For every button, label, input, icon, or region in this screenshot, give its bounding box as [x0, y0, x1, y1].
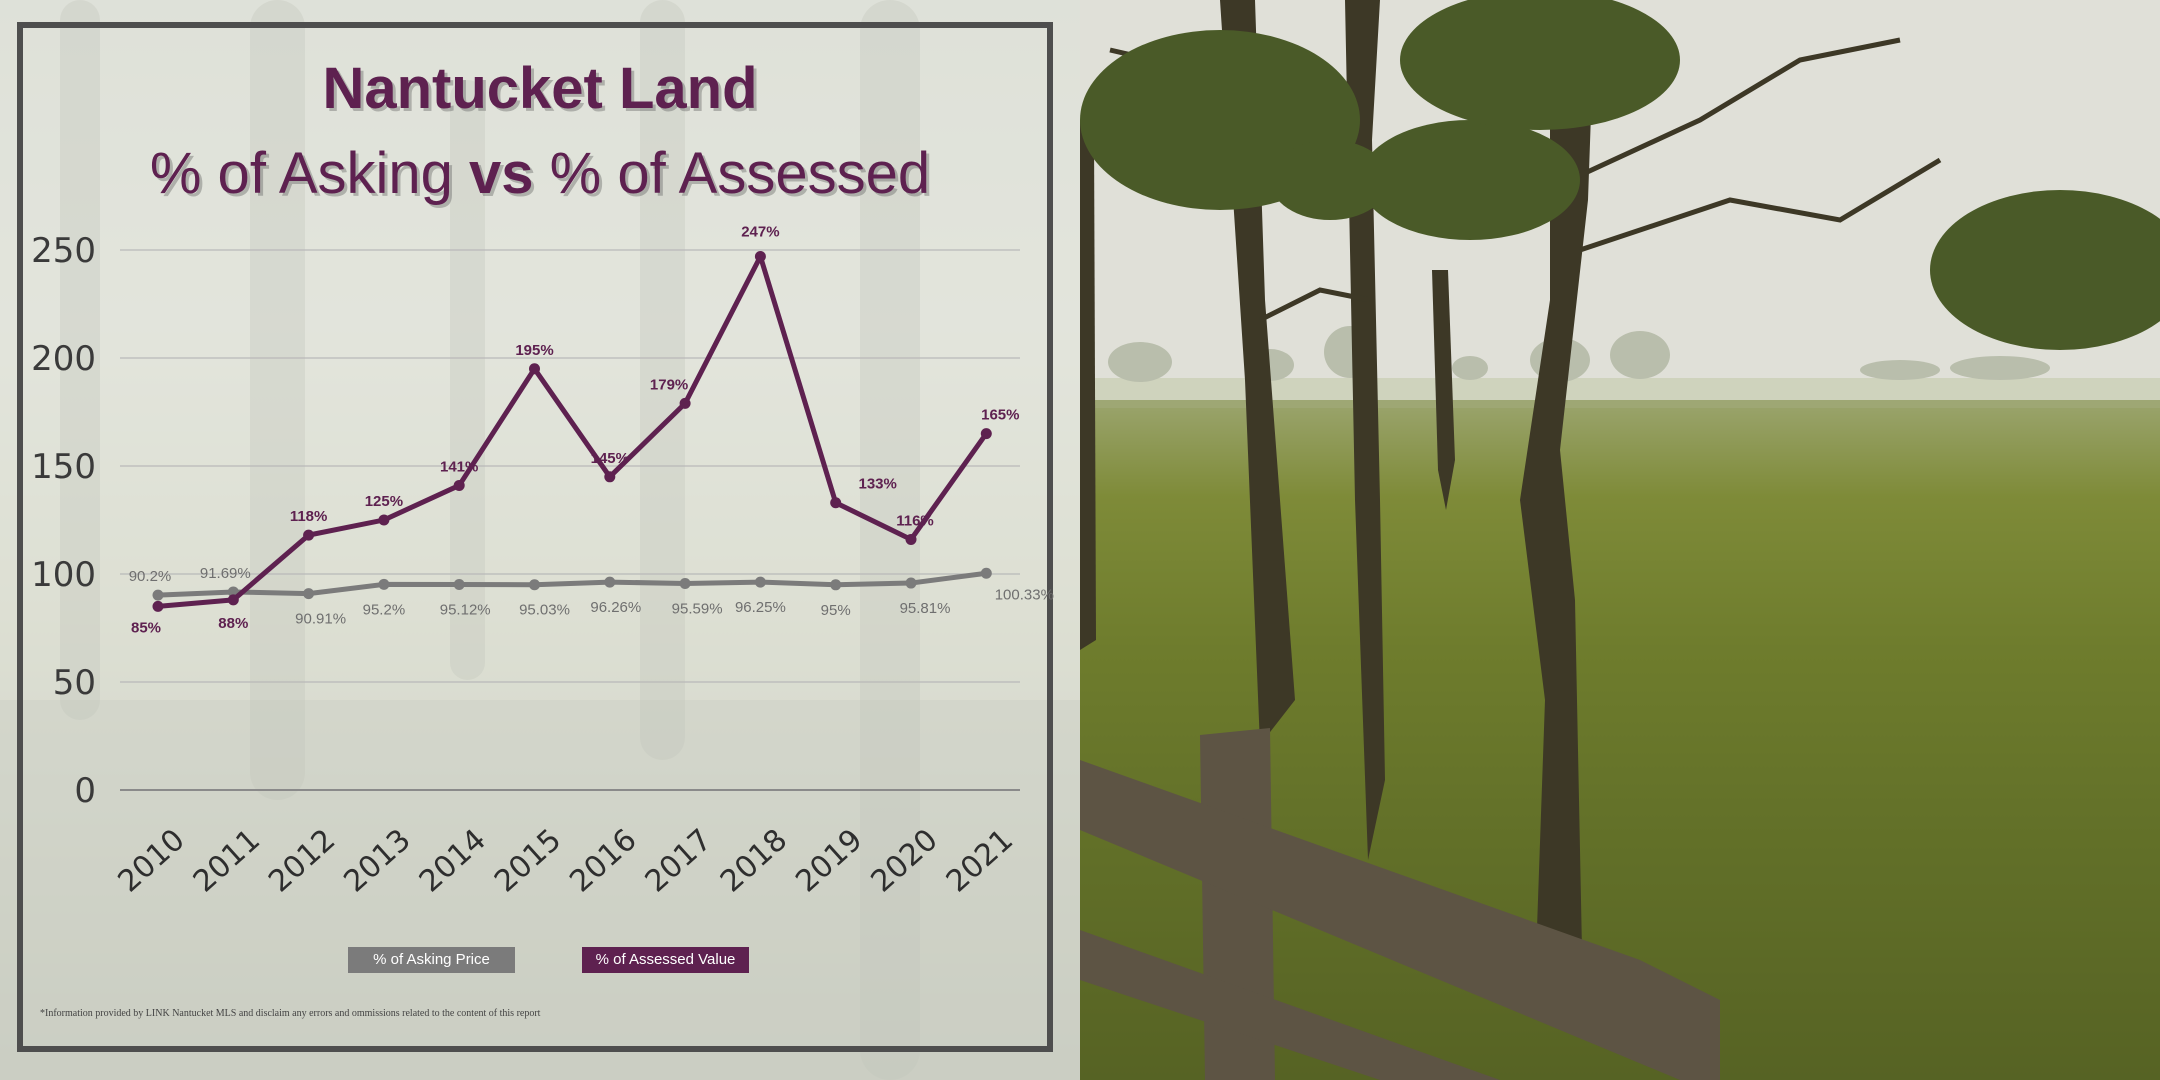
assessed-point [378, 514, 390, 526]
legend-assessed-value: % of Assessed Value [582, 947, 749, 973]
subtitle-vs: vs [469, 141, 534, 206]
x-tick-label: 2011 [187, 822, 267, 899]
asking-data-label: 90.2% [129, 568, 172, 585]
asking-data-label: 95.12% [440, 602, 491, 619]
x-tick-label: 2015 [488, 822, 568, 899]
y-tick-label: 0 [74, 771, 96, 811]
asking-line [157, 570, 987, 598]
x-tick-label: 2013 [337, 822, 417, 899]
assessed-data-label: 88% [218, 615, 248, 632]
x-tick-label: 2014 [413, 822, 493, 899]
assessed-point [529, 363, 540, 375]
landscape-photo [1080, 0, 2160, 1080]
legend-asking-price: % of Asking Price [348, 947, 515, 973]
footnote: *Information provided by LINK Nantucket … [40, 1008, 541, 1019]
x-tick-label: 2021 [940, 822, 1020, 899]
asking-data-label: 100.33% [995, 586, 1054, 603]
assessed-data-label: 145% [591, 450, 629, 467]
x-tick-label: 2020 [865, 822, 945, 899]
chart-frame [17, 22, 1053, 1052]
asking-data-label: 96.25% [735, 599, 786, 616]
asking-point [453, 579, 465, 591]
y-tick-label: 50 [53, 663, 96, 703]
asking-data-label: 95.59% [672, 601, 723, 618]
y-tick-label: 150 [31, 447, 96, 487]
assessed-data-label: 125% [365, 493, 403, 510]
assessed-data-label: 195% [515, 342, 553, 359]
x-tick-label: 2018 [714, 822, 794, 899]
asking-point [604, 576, 616, 588]
assessed-data-label: 179% [650, 376, 688, 393]
asking-point [529, 579, 540, 591]
asking-point [152, 589, 164, 601]
asking-data-label: 95.81% [900, 600, 951, 617]
x-tick-label: 2019 [789, 822, 869, 899]
x-tick-label: 2012 [262, 822, 342, 899]
assessed-data-label: 85% [131, 619, 161, 636]
assessed-point [980, 428, 992, 440]
x-tick-label: 2016 [563, 822, 643, 899]
asking-data-label: 91.69% [200, 565, 251, 582]
assessed-point [830, 497, 842, 509]
wooden-fence [1080, 728, 1720, 1080]
assessed-data-label: 141% [440, 458, 478, 475]
distant-trees [1108, 326, 2050, 382]
y-tick-label: 100 [31, 555, 96, 595]
background-veil [0, 0, 1080, 1080]
assessed-point [453, 479, 465, 491]
assessed-point [905, 533, 917, 545]
assessed-point [303, 529, 315, 541]
assessed-point [679, 397, 691, 409]
asking-point [303, 588, 315, 600]
asking-data-label: 95% [821, 602, 851, 619]
assessed-point [754, 250, 766, 262]
assessed-data-label: 118% [290, 508, 328, 525]
asking-point [980, 567, 992, 579]
assessed-data-label: 133% [859, 476, 897, 493]
subtitle-assessed: % of Assessed [533, 141, 931, 206]
chart-subtitle: % of Asking vs % of Assessed [0, 140, 1080, 207]
tree-foliage [1080, 0, 2160, 350]
y-tick-label: 200 [31, 339, 96, 379]
asking-data-label: 96.26% [590, 599, 641, 616]
assessed-data-label: 165% [981, 407, 1019, 424]
asking-point [679, 578, 691, 590]
assessed-data-label: 247% [741, 223, 779, 240]
y-tick-label: 250 [31, 231, 96, 271]
landscape-photo-drawing [1080, 0, 2160, 1080]
asking-point [378, 578, 390, 590]
assessed-data-label: 116% [896, 512, 934, 529]
asking-point [754, 576, 766, 588]
assessed-line [157, 253, 989, 609]
line-chart: 0501001502002502010201120122013201420152… [31, 223, 1054, 899]
chart-title: Nantucket Land [322, 56, 758, 121]
x-tick-label: 2010 [112, 822, 192, 899]
asking-data-label: 95.03% [519, 602, 570, 619]
assessed-point [152, 600, 164, 612]
asking-point [830, 579, 842, 591]
assessed-point [604, 471, 616, 483]
asking-point [905, 577, 917, 589]
subtitle-asking: % of Asking [149, 141, 470, 206]
assessed-point [227, 594, 239, 606]
asking-data-label: 95.2% [363, 601, 406, 618]
asking-data-label: 90.91% [295, 611, 346, 628]
x-tick-label: 2017 [639, 822, 719, 899]
